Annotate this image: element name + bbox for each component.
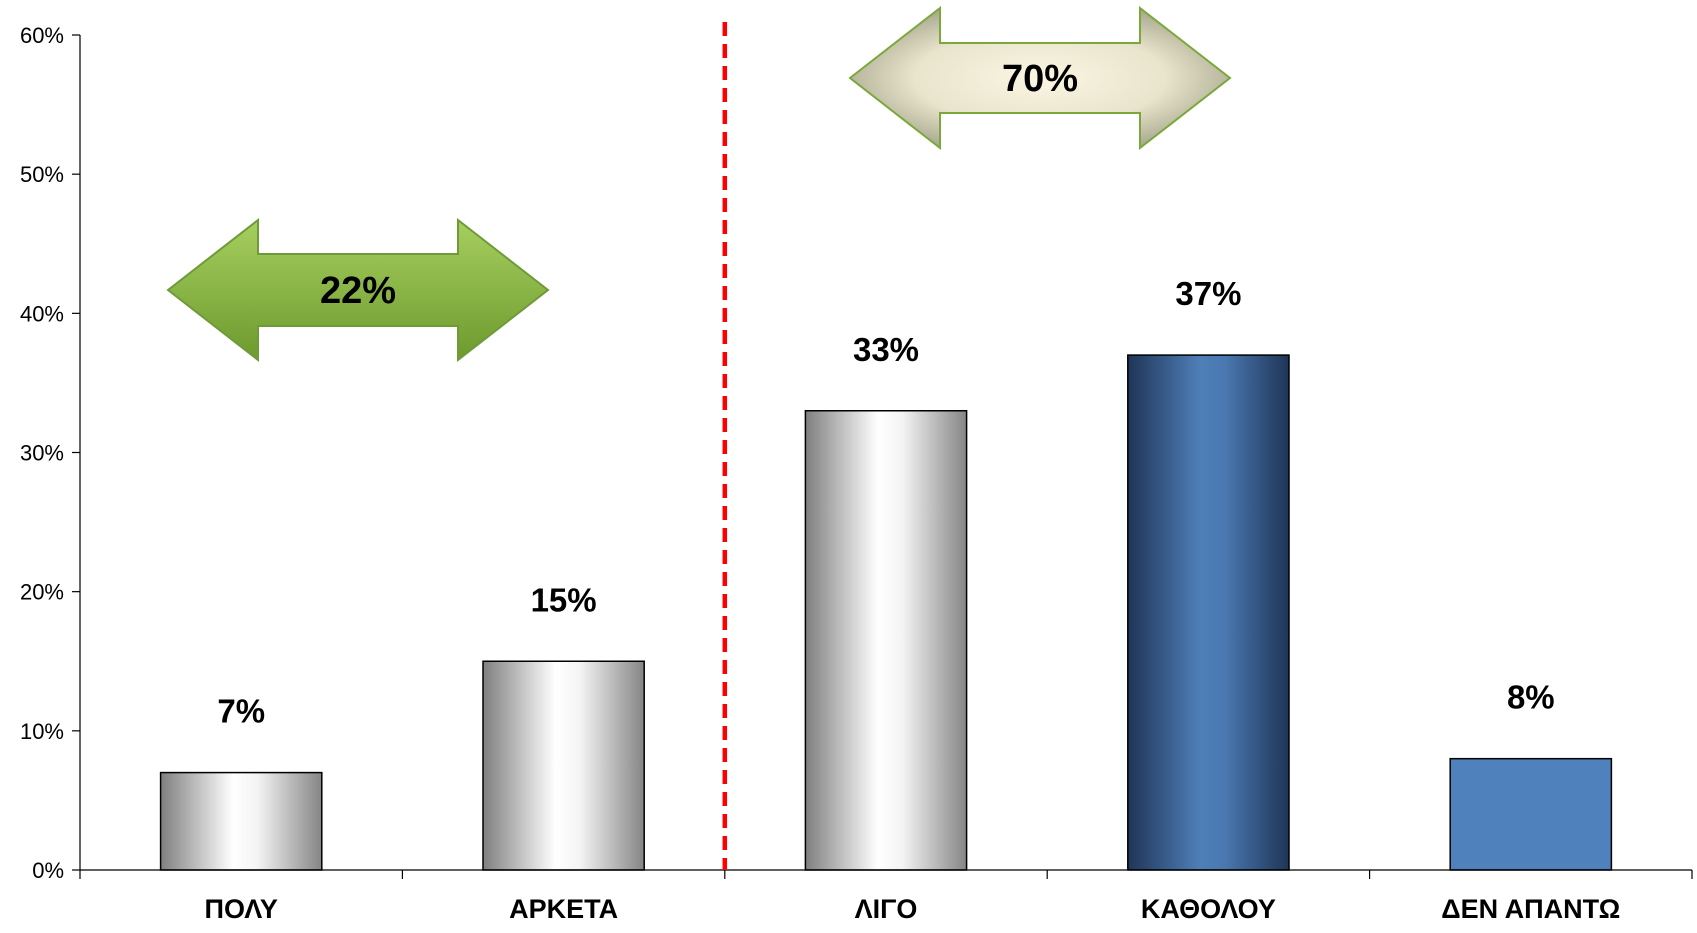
data-label: 37% — [1175, 275, 1241, 312]
category-label: ΠΟΛΥ — [205, 894, 278, 924]
bar-4 — [1127, 354, 1290, 871]
y-tick-label: 10% — [20, 719, 64, 744]
category-label: ΛΙΓΟ — [855, 894, 918, 924]
double-arrow-icon — [848, 5, 1232, 151]
data-label: 33% — [853, 331, 919, 368]
category-label: ΚΑΘΟΛΟΥ — [1141, 894, 1276, 924]
y-tick-label: 0% — [32, 858, 64, 883]
y-tick-label: 50% — [20, 162, 64, 187]
y-tick-label: 60% — [20, 23, 64, 48]
data-label: 7% — [217, 693, 265, 730]
category-label: ΔΕΝ ΑΠΑΝΤΩ — [1441, 894, 1620, 924]
arrow-annotation-label: 70% — [1002, 58, 1078, 100]
double-arrow-icon — [166, 217, 550, 363]
y-tick-label: 40% — [20, 301, 64, 326]
bar-1 — [159, 771, 323, 871]
y-tick-label: 30% — [20, 441, 64, 466]
bar-2 — [482, 660, 645, 871]
bar-5 — [1449, 757, 1613, 871]
arrow-annotation-label: 22% — [320, 270, 396, 312]
data-label: 15% — [531, 581, 597, 618]
category-label: ΑΡΚΕΤΑ — [509, 894, 618, 924]
bar-3 — [804, 410, 968, 871]
y-tick-label: 20% — [20, 580, 64, 605]
data-label: 8% — [1507, 679, 1555, 716]
